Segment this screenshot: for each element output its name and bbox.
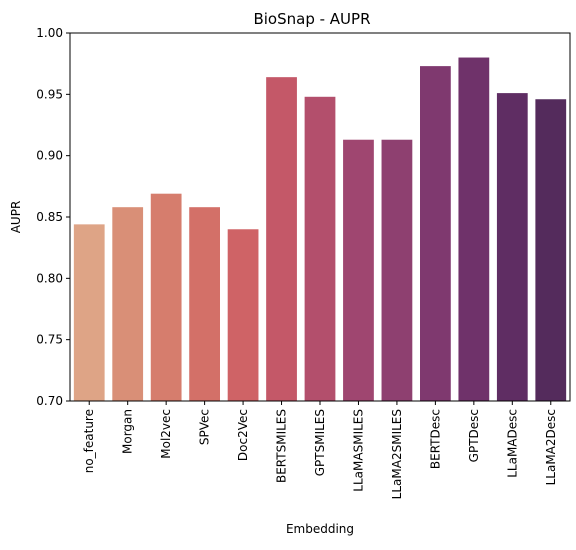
bar-LLaMA2SMILES xyxy=(381,139,413,401)
x-tick-label-Morgan: Morgan xyxy=(121,409,135,454)
y-tick-label-0.85: 0.85 xyxy=(36,210,63,224)
x-tick-label-LLaMADesc: LLaMADesc xyxy=(505,409,519,478)
bar-LLaMA2Desc xyxy=(535,99,567,402)
y-tick-label-0.90: 0.90 xyxy=(36,149,63,163)
y-tick-label-0.80: 0.80 xyxy=(36,271,63,285)
bar-Mol2vec xyxy=(150,193,182,401)
y-tick-label-0.95: 0.95 xyxy=(36,87,63,101)
y-tick-label-0.75: 0.75 xyxy=(36,333,63,347)
bar-Doc2Vec xyxy=(227,229,259,401)
y-axis: 0.70 0.75 0.80 0.85 0.90 0.95 1.00 xyxy=(36,26,70,408)
x-tick-label-GPTSMILES: GPTSMILES xyxy=(313,409,327,476)
x-tick-label-BERTDesc: BERTDesc xyxy=(428,409,442,469)
x-tick-label-LLaMASMILES: LLaMASMILES xyxy=(351,409,365,492)
x-tick-label-Doc2Vec: Doc2Vec xyxy=(236,409,250,461)
bar-SPVec xyxy=(189,207,220,401)
y-tick-label-1.00: 1.00 xyxy=(36,26,63,40)
bar-GPTSMILES xyxy=(304,96,336,401)
x-tick-label-GPTDesc: GPTDesc xyxy=(467,409,481,462)
x-tick-label-BERTSMILES: BERTSMILES xyxy=(275,409,289,483)
bar-BERTSMILES xyxy=(266,77,297,401)
x-axis-label: Embedding xyxy=(286,522,354,536)
bar-GPTDesc xyxy=(458,57,490,402)
x-tick-label-SPVec: SPVec xyxy=(198,409,212,445)
x-tick-label-Mol2vec: Mol2vec xyxy=(159,409,173,459)
y-tick-label-0.70: 0.70 xyxy=(36,394,63,408)
bar-LLaMASMILES xyxy=(343,139,374,401)
bar-Morgan xyxy=(112,207,144,401)
bar-LLaMADesc xyxy=(496,93,528,402)
x-axis: no_feature Morgan Mol2vec SPVec Doc2Vec BERTS… xyxy=(82,401,558,499)
bar-no_feature xyxy=(73,224,105,401)
x-tick-label-LLaMA2SMILES: LLaMA2SMILES xyxy=(390,409,404,499)
x-tick-label-no_feature: no_feature xyxy=(82,409,96,473)
bar-BERTDesc xyxy=(420,66,451,402)
bars-group xyxy=(73,57,567,402)
x-tick-label-LLaMA2Desc: LLaMA2Desc xyxy=(544,409,558,485)
chart-title: BioSnap - AUPR xyxy=(253,10,370,28)
y-axis-label: AUPR xyxy=(9,201,23,234)
